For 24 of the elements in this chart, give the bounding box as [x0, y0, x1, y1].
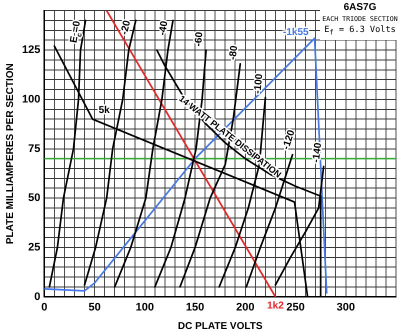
chart-title: 6AS7G [342, 2, 378, 13]
x-tick-label: 50 [88, 301, 101, 314]
y-tick-label: 50 [28, 192, 40, 204]
y-tick-label: 100 [22, 93, 40, 106]
annotation: E$_{f}$ = 6.3 Volts [323, 25, 397, 37]
x-tick-label: 150 [186, 301, 204, 314]
text: -60 [193, 31, 206, 47]
y-tick-label: 25 [28, 241, 40, 254]
x-tick-label: 250 [286, 301, 305, 314]
x-tick-label: 300 [336, 301, 355, 314]
x-tick-label: 100 [136, 301, 154, 314]
x-tick-label: 200 [236, 301, 254, 314]
y-tick-label: 0 [34, 290, 40, 303]
text: -20 [119, 18, 134, 36]
annotation: 1k2 [267, 300, 284, 312]
text: -40 [157, 20, 170, 36]
text: -140 [310, 142, 324, 164]
x-axis-title: DC PLATE VOLTS [178, 320, 263, 332]
y-axis-title: PLATE MILLIAMPERES PER SECTION [4, 63, 16, 244]
y-tick-label: 75 [28, 142, 40, 155]
y-tick-label: 125 [22, 44, 40, 56]
text: -80 [228, 44, 240, 61]
text: -120 [280, 128, 298, 152]
text: -100 [252, 72, 266, 94]
